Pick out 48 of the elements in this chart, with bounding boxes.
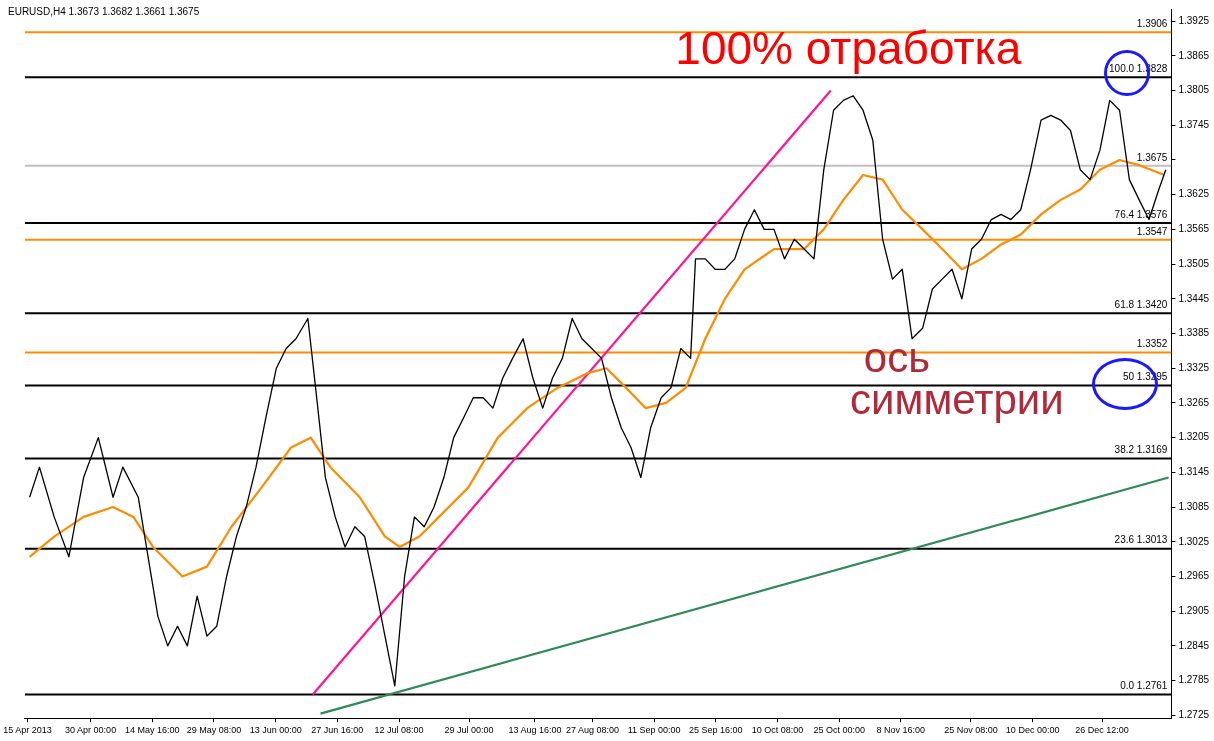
ref-line-label: 38.2 1.3169	[1114, 444, 1168, 456]
x-tick-label: 27 Jun 16:00	[311, 725, 364, 736]
x-tick-label: 14 May 16:00	[125, 725, 180, 736]
x-tick-label: 26 Dec 12:00	[1075, 725, 1129, 736]
ref-line-label: 61.8 1.3420	[1114, 299, 1168, 311]
x-tick-label: 15 Apr 2013	[3, 725, 52, 736]
y-tick-label: 1.3625	[1178, 188, 1210, 200]
chart-title: EURUSD,H4 1.3673 1.3682 1.3661 1.3675	[6, 6, 202, 17]
x-tick-label: 29 May 08:00	[186, 725, 242, 736]
y-tick-label: 1.3025	[1178, 535, 1210, 547]
ref-line-label: 1.3352	[1136, 338, 1168, 350]
x-tick-label: 12 Jul 08:00	[374, 725, 424, 736]
y-tick-label: 1.3445	[1178, 292, 1210, 304]
ref-line-label: 1.3675	[1136, 151, 1168, 163]
ref-line-label: 0.0 1.2761	[1120, 680, 1168, 692]
y-tick-label: 1.3805	[1178, 84, 1210, 96]
y-tick-label: 1.3085	[1178, 500, 1210, 512]
y-tick-label: 1.3505	[1178, 257, 1210, 269]
y-tick-label: 1.3745	[1178, 119, 1210, 131]
annotation: 100% отработка	[675, 21, 1022, 74]
ref-line-label: 1.3547	[1136, 225, 1168, 237]
y-tick-label: 1.3565	[1178, 223, 1210, 235]
y-tick-label: 1.3205	[1178, 431, 1210, 443]
x-tick-label: 8 Nov 16:00	[876, 725, 926, 736]
x-tick-label: 25 Nov 08:00	[944, 725, 998, 736]
x-tick-label: 25 Oct 00:00	[813, 725, 865, 736]
y-tick-label: 1.2905	[1178, 604, 1210, 616]
x-tick-label: 30 Apr 00:00	[65, 725, 117, 736]
y-tick-label: 1.3925	[1178, 14, 1210, 26]
ref-line-label: 23.6 1.3013	[1114, 534, 1168, 546]
x-tick-label: 11 Sep 00:00	[627, 725, 681, 736]
y-tick-label: 1.2725	[1178, 709, 1210, 721]
y-tick-label: 1.3265	[1178, 396, 1210, 408]
x-tick-label: 13 Aug 16:00	[508, 725, 562, 736]
y-tick-label: 1.2845	[1178, 639, 1210, 651]
y-tick-label: 1.3385	[1178, 327, 1210, 339]
ref-line-label: 1.3906	[1136, 17, 1168, 29]
y-tick-label: 1.3325	[1178, 361, 1210, 373]
x-tick-label: 27 Aug 08:00	[565, 725, 619, 736]
y-tick-label: 1.3145	[1178, 466, 1210, 478]
x-tick-label: 29 Jul 00:00	[444, 725, 494, 736]
y-tick-label: 1.3865	[1178, 49, 1210, 61]
y-tick-label: 1.2785	[1178, 674, 1210, 686]
x-tick-label: 10 Dec 00:00	[1005, 725, 1060, 736]
x-tick-label: 10 Oct 08:00	[751, 725, 804, 736]
y-tick-label: 1.2965	[1178, 570, 1210, 582]
x-tick-label: 13 Jun 00:00	[249, 725, 302, 736]
x-tick-label: 25 Sep 16:00	[689, 725, 743, 736]
